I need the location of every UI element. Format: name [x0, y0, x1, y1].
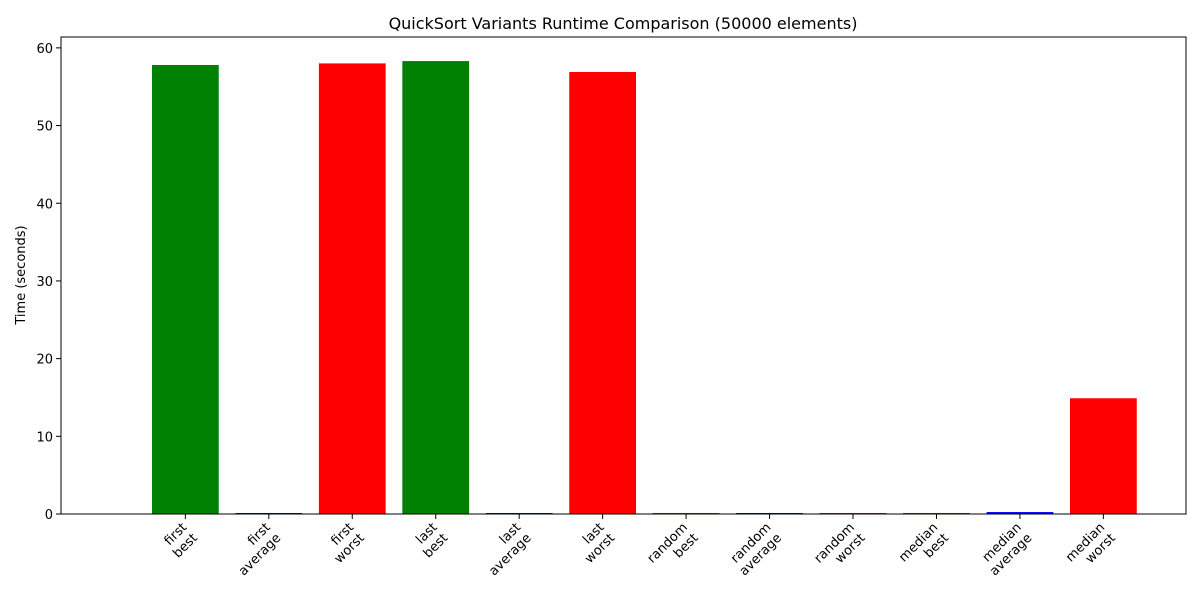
x-tick-label: firstworst: [321, 520, 368, 567]
bar-first-best: [151, 64, 219, 514]
y-tick-label: 20: [36, 353, 53, 368]
y-tick-label: 40: [36, 197, 53, 212]
x-tick-label: lastaverage: [476, 520, 535, 579]
x-tick-label: firstbest: [160, 520, 201, 561]
chart-title: QuickSort Variants Runtime Comparison (5…: [389, 14, 858, 33]
bar-last-worst: [569, 71, 637, 515]
bar-last-best: [402, 61, 470, 514]
bar-median-average: [986, 512, 1054, 514]
x-tick-label: medianworst: [1063, 520, 1119, 576]
y-tick-label: 0: [45, 508, 53, 523]
y-axis-label: Time (seconds): [14, 225, 29, 325]
x-tick-label: firstaverage: [225, 520, 284, 579]
x-tick-label: lastworst: [572, 520, 619, 567]
x-tick-label: medianbest: [896, 520, 952, 576]
x-tick-label: randombest: [645, 520, 702, 577]
plot-frame: [60, 36, 1187, 515]
x-tick-label: randomworst: [812, 520, 869, 577]
x-axis: firstbest firstaverage firstworst lastbest l…: [160, 514, 1119, 579]
y-tick-label: 50: [36, 120, 53, 135]
y-axis: 0 10 20 30 40 50 60: [36, 42, 61, 523]
bar-first-worst: [318, 63, 386, 514]
x-tick-label: medianaverage: [977, 520, 1036, 579]
x-tick-label: lastbest: [410, 520, 451, 561]
y-tick-label: 60: [36, 42, 53, 57]
y-tick-label: 30: [36, 275, 53, 290]
x-tick-label: randomaverage: [726, 520, 785, 579]
y-tick-label: 10: [36, 430, 53, 445]
bars-group: [151, 61, 1137, 515]
bar-median-worst: [1069, 398, 1137, 514]
